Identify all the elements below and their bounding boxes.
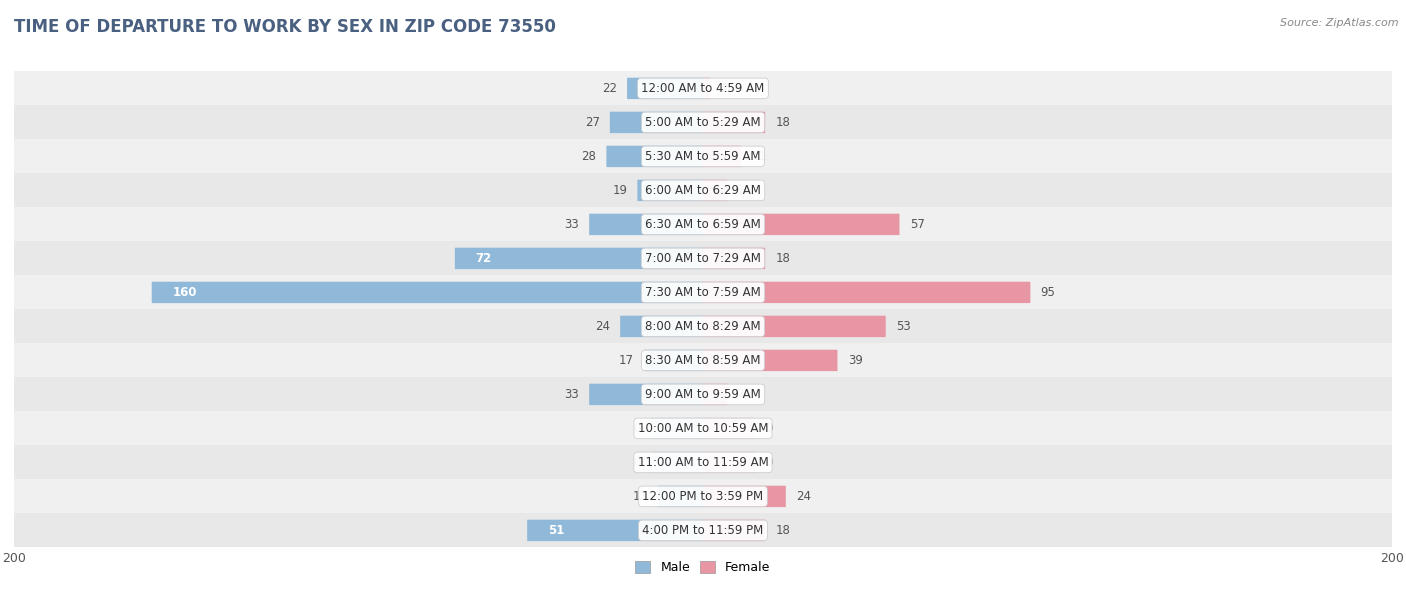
Text: 8:30 AM to 8:59 AM: 8:30 AM to 8:59 AM: [645, 354, 761, 367]
FancyBboxPatch shape: [589, 214, 703, 235]
Text: 19: 19: [612, 184, 627, 197]
FancyBboxPatch shape: [14, 446, 1392, 480]
FancyBboxPatch shape: [14, 275, 1392, 309]
FancyBboxPatch shape: [703, 519, 765, 541]
Text: TIME OF DEPARTURE TO WORK BY SEX IN ZIP CODE 73550: TIME OF DEPARTURE TO WORK BY SEX IN ZIP …: [14, 18, 555, 36]
Text: 12:00 AM to 4:59 AM: 12:00 AM to 4:59 AM: [641, 82, 765, 95]
FancyBboxPatch shape: [703, 214, 900, 235]
FancyBboxPatch shape: [14, 309, 1392, 343]
FancyBboxPatch shape: [14, 173, 1392, 208]
Text: 7:30 AM to 7:59 AM: 7:30 AM to 7:59 AM: [645, 286, 761, 299]
FancyBboxPatch shape: [703, 281, 1031, 303]
Text: 0: 0: [765, 422, 772, 435]
Text: 2: 2: [720, 82, 728, 95]
Text: 7: 7: [738, 184, 745, 197]
FancyBboxPatch shape: [703, 452, 755, 473]
FancyBboxPatch shape: [637, 180, 703, 201]
Text: 17: 17: [619, 354, 634, 367]
FancyBboxPatch shape: [651, 418, 703, 439]
Text: 39: 39: [848, 354, 862, 367]
Text: 33: 33: [564, 388, 579, 401]
Text: 24: 24: [595, 320, 610, 333]
FancyBboxPatch shape: [606, 146, 703, 167]
Text: 10:00 AM to 10:59 AM: 10:00 AM to 10:59 AM: [638, 422, 768, 435]
FancyBboxPatch shape: [703, 78, 710, 99]
Text: 5:30 AM to 5:59 AM: 5:30 AM to 5:59 AM: [645, 150, 761, 163]
Text: 18: 18: [775, 252, 790, 265]
FancyBboxPatch shape: [14, 242, 1392, 275]
Text: 18: 18: [775, 524, 790, 537]
Text: 4:00 PM to 11:59 PM: 4:00 PM to 11:59 PM: [643, 524, 763, 537]
FancyBboxPatch shape: [14, 71, 1392, 105]
FancyBboxPatch shape: [703, 384, 727, 405]
FancyBboxPatch shape: [14, 105, 1392, 139]
FancyBboxPatch shape: [14, 411, 1392, 446]
Text: 22: 22: [602, 82, 617, 95]
Text: 95: 95: [1040, 286, 1056, 299]
FancyBboxPatch shape: [14, 513, 1392, 547]
Text: 0: 0: [634, 456, 641, 469]
Text: 53: 53: [896, 320, 911, 333]
FancyBboxPatch shape: [627, 78, 703, 99]
FancyBboxPatch shape: [527, 519, 703, 541]
Text: 12:00 PM to 3:59 PM: 12:00 PM to 3:59 PM: [643, 490, 763, 503]
FancyBboxPatch shape: [651, 452, 703, 473]
Text: 7: 7: [738, 388, 745, 401]
FancyBboxPatch shape: [703, 146, 741, 167]
Legend: Male, Female: Male, Female: [630, 556, 776, 579]
Text: 6:30 AM to 6:59 AM: 6:30 AM to 6:59 AM: [645, 218, 761, 231]
FancyBboxPatch shape: [620, 316, 703, 337]
Text: 24: 24: [796, 490, 811, 503]
Text: 18: 18: [775, 116, 790, 129]
FancyBboxPatch shape: [703, 180, 727, 201]
Text: 9:00 AM to 9:59 AM: 9:00 AM to 9:59 AM: [645, 388, 761, 401]
FancyBboxPatch shape: [658, 486, 703, 507]
FancyBboxPatch shape: [14, 208, 1392, 242]
Text: 51: 51: [548, 524, 564, 537]
FancyBboxPatch shape: [14, 343, 1392, 377]
Text: 11:00 AM to 11:59 AM: 11:00 AM to 11:59 AM: [638, 456, 768, 469]
FancyBboxPatch shape: [610, 112, 703, 133]
FancyBboxPatch shape: [152, 281, 703, 303]
Text: 0: 0: [765, 456, 772, 469]
Text: 28: 28: [581, 150, 596, 163]
FancyBboxPatch shape: [703, 350, 838, 371]
Text: 7:00 AM to 7:29 AM: 7:00 AM to 7:29 AM: [645, 252, 761, 265]
Text: 8:00 AM to 8:29 AM: 8:00 AM to 8:29 AM: [645, 320, 761, 333]
FancyBboxPatch shape: [456, 248, 703, 269]
Text: 13: 13: [633, 490, 648, 503]
Text: 57: 57: [910, 218, 925, 231]
Text: 27: 27: [585, 116, 599, 129]
FancyBboxPatch shape: [703, 112, 765, 133]
Text: 6:00 AM to 6:29 AM: 6:00 AM to 6:29 AM: [645, 184, 761, 197]
Text: 5:00 AM to 5:29 AM: 5:00 AM to 5:29 AM: [645, 116, 761, 129]
FancyBboxPatch shape: [703, 486, 786, 507]
Text: 11: 11: [751, 150, 766, 163]
Text: Source: ZipAtlas.com: Source: ZipAtlas.com: [1281, 18, 1399, 28]
Text: 160: 160: [173, 286, 197, 299]
FancyBboxPatch shape: [14, 377, 1392, 411]
FancyBboxPatch shape: [703, 418, 755, 439]
FancyBboxPatch shape: [644, 350, 703, 371]
Text: 0: 0: [634, 422, 641, 435]
FancyBboxPatch shape: [14, 139, 1392, 173]
FancyBboxPatch shape: [703, 248, 765, 269]
FancyBboxPatch shape: [589, 384, 703, 405]
Text: 72: 72: [475, 252, 492, 265]
Text: 33: 33: [564, 218, 579, 231]
FancyBboxPatch shape: [703, 316, 886, 337]
FancyBboxPatch shape: [14, 480, 1392, 513]
